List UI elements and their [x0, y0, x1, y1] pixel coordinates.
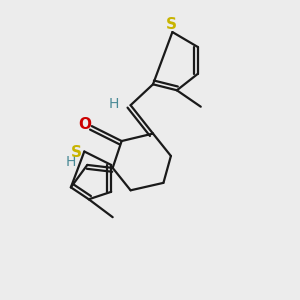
Text: S: S [71, 146, 82, 160]
Text: H: H [66, 155, 76, 169]
Text: H: H [109, 97, 119, 111]
Text: O: O [78, 117, 91, 132]
Text: S: S [165, 17, 176, 32]
